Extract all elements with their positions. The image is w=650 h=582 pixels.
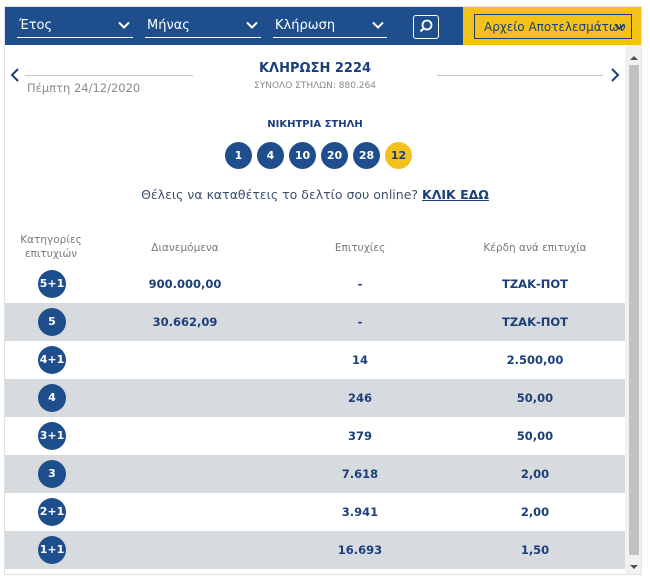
distributed-value: 900.000,00 xyxy=(148,277,222,291)
category-badge: 3 xyxy=(38,460,66,488)
header-successes: Επιτυχίες xyxy=(334,242,386,254)
chevron-down-icon xyxy=(372,21,384,29)
chevron-down-icon xyxy=(118,21,130,29)
winning-number-ball: 1 xyxy=(225,142,252,169)
successes-value: 7.618 xyxy=(341,467,379,481)
prize-value: ΤΖΑΚ-ΠΟΤ xyxy=(501,277,568,291)
chevron-down-icon xyxy=(614,23,625,31)
successes-value: 3.941 xyxy=(341,505,379,519)
cta-text: Θέλεις να καταθέτεις το δελτίο σου onlin… xyxy=(141,187,419,202)
prize-value: 1,50 xyxy=(520,543,550,557)
category-badge: 2+1 xyxy=(38,498,66,526)
table-row: 3+1 379 50,00 xyxy=(5,417,625,455)
search-button[interactable] xyxy=(413,15,439,39)
prize-value: ΤΖΑΚ-ΠΟΤ xyxy=(501,315,568,329)
online-bet-cta: Θέλεις να καταθέτεις το δελτίο σου onlin… xyxy=(5,187,625,202)
draw-title: ΚΛΗΡΩΣΗ 2224 xyxy=(258,61,372,76)
winning-number-ball: 4 xyxy=(257,142,284,169)
month-dropdown[interactable]: Μήνας xyxy=(145,16,261,38)
winning-number-ball: 28 xyxy=(353,142,380,169)
chevron-down-icon xyxy=(246,21,258,29)
table-row: 5+1 900.000,00 - ΤΖΑΚ-ΠΟΤ xyxy=(5,265,625,303)
header-distributed: Διανεμόμενα xyxy=(151,242,219,254)
prize-value: 2.500,00 xyxy=(506,353,564,367)
successes-value: - xyxy=(357,315,363,329)
bonus-number-ball: 12 xyxy=(385,142,412,169)
header-categories-line1: Κατηγορίες xyxy=(20,234,82,246)
successes-value: - xyxy=(357,277,363,291)
table-row: 5 30.662,09 - ΤΖΑΚ-ΠΟΤ xyxy=(5,303,625,341)
archive-dropdown[interactable]: Αρχείο Αποτελεσμάτων xyxy=(474,14,632,39)
table-row: 2+1 3.941 2,00 xyxy=(5,493,625,531)
scroll-up-icon[interactable] xyxy=(625,51,642,65)
year-dropdown-label: Έτος xyxy=(19,18,53,33)
winning-number-ball: 10 xyxy=(289,142,316,169)
distributed-value: 30.662,09 xyxy=(152,315,218,329)
table-row: 4 246 50,00 xyxy=(5,379,625,417)
successes-value: 14 xyxy=(351,353,368,367)
month-dropdown-label: Μήνας xyxy=(147,18,190,33)
results-table-header: Κατηγορίες επιτυχιών Διανεμόμενα Επιτυχί… xyxy=(5,231,625,263)
table-row: 3 7.618 2,00 xyxy=(5,455,625,493)
winning-numbers: 1 4 10 20 28 12 xyxy=(225,142,415,170)
vertical-scrollbar[interactable] xyxy=(625,45,642,574)
chevron-right-icon[interactable] xyxy=(608,67,622,83)
category-badge: 5 xyxy=(38,308,66,336)
header-prize: Κέρδη ανά επιτυχία xyxy=(483,242,587,254)
header-categories-line2: επιτυχιών xyxy=(24,248,78,260)
cta-link[interactable]: ΚΛΙΚ ΕΔΩ xyxy=(422,187,489,202)
prize-value: 50,00 xyxy=(516,391,554,405)
draw-dropdown-label: Κλήρωση xyxy=(275,18,336,33)
category-badge: 4+1 xyxy=(38,346,66,374)
category-badge: 4 xyxy=(38,384,66,412)
table-row: 1+1 16.693 1,50 xyxy=(5,531,625,569)
search-icon xyxy=(419,19,433,33)
draw-total-columns: ΣΥΝΟΛΟ ΣΤΗΛΩΝ: 880.264 xyxy=(254,81,376,91)
header-categories: Κατηγορίες επιτυχιών xyxy=(15,233,87,261)
draw-date: Πέμπτη 24/12/2020 xyxy=(27,81,141,95)
category-badge: 3+1 xyxy=(38,422,66,450)
filter-bar: Έτος Μήνας Κλήρωση xyxy=(5,7,463,45)
chevron-left-icon[interactable] xyxy=(8,67,22,83)
successes-value: 16.693 xyxy=(337,543,383,557)
category-badge: 5+1 xyxy=(38,270,66,298)
divider xyxy=(437,75,603,76)
successes-value: 379 xyxy=(347,429,372,443)
category-badge: 1+1 xyxy=(38,536,66,564)
winning-column-label: ΝΙΚΗΤΡΙΑ ΣΤΗΛΗ xyxy=(267,119,363,130)
prize-value: 2,00 xyxy=(520,467,550,481)
archive-dropdown-label: Αρχείο Αποτελεσμάτων xyxy=(484,20,626,34)
winning-number-ball: 20 xyxy=(321,142,348,169)
archive-bar: Αρχείο Αποτελεσμάτων xyxy=(463,7,641,45)
prize-value: 50,00 xyxy=(516,429,554,443)
divider xyxy=(25,75,193,76)
scrollbar-thumb[interactable] xyxy=(629,65,639,555)
table-row: 4+1 14 2.500,00 xyxy=(5,341,625,379)
year-dropdown[interactable]: Έτος xyxy=(17,16,133,38)
prize-value: 2,00 xyxy=(520,505,550,519)
results-panel: Έτος Μήνας Κλήρωση Αρχείο Αποτελεσμάτων … xyxy=(4,6,642,575)
scroll-down-icon[interactable] xyxy=(625,560,642,574)
successes-value: 246 xyxy=(347,391,372,405)
draw-dropdown[interactable]: Κλήρωση xyxy=(273,16,387,38)
